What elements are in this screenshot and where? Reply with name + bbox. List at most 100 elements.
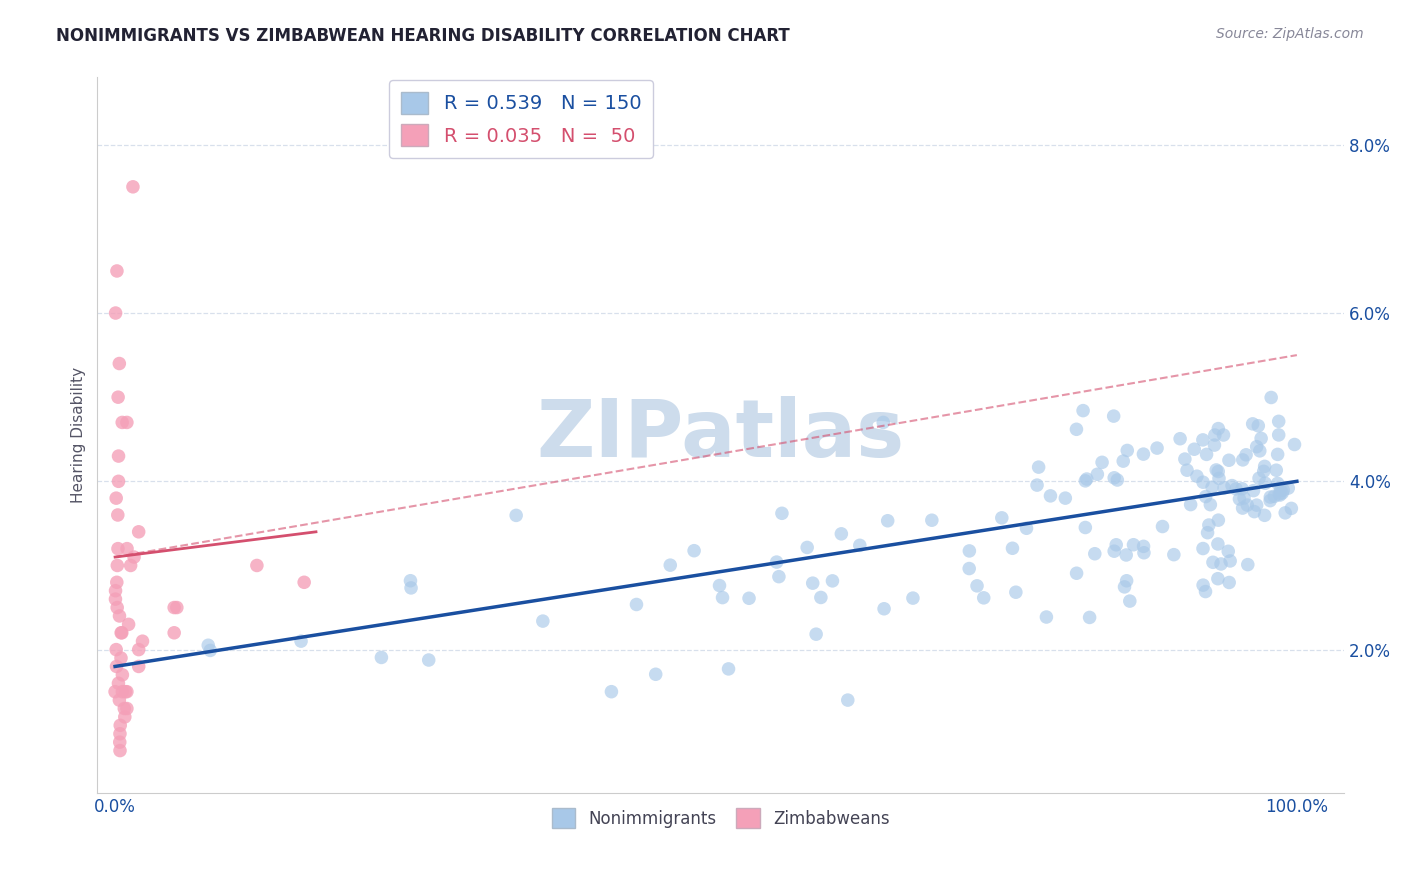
Point [1270, 483, 1292, 498]
Point [1133, 546, 1156, 560]
Point [122, 550, 145, 565]
Point [1243, 483, 1265, 498]
Point [1225, 482, 1247, 496]
Point [1074, 474, 1097, 488]
Point [1054, 491, 1077, 505]
Point [796, 541, 818, 555]
Point [163, 600, 186, 615]
Point [1208, 421, 1230, 435]
Point [108, 743, 131, 757]
Point [1163, 548, 1185, 562]
Point [1250, 431, 1272, 445]
Point [131, 634, 153, 648]
Point [1039, 489, 1062, 503]
Point [1175, 463, 1198, 477]
Point [105, 575, 128, 590]
Point [876, 514, 898, 528]
Point [821, 574, 844, 588]
Point [1218, 453, 1240, 467]
Point [1274, 506, 1296, 520]
Point [105, 264, 128, 278]
Text: ZIPatlas: ZIPatlas [537, 396, 905, 474]
Point [1015, 521, 1038, 535]
Point [1201, 480, 1223, 494]
Point [1204, 438, 1226, 452]
Point [1174, 452, 1197, 467]
Point [1192, 433, 1215, 447]
Point [104, 306, 127, 320]
Point [1249, 443, 1271, 458]
Point [105, 642, 128, 657]
Point [659, 558, 682, 573]
Point [1212, 428, 1234, 442]
Point [1206, 572, 1229, 586]
Point [1102, 471, 1125, 485]
Point [1005, 585, 1028, 599]
Point [107, 449, 129, 463]
Point [1267, 414, 1289, 428]
Point [128, 659, 150, 673]
Point [111, 625, 134, 640]
Point [110, 718, 132, 732]
Point [1195, 447, 1218, 461]
Point [1105, 538, 1128, 552]
Point [837, 693, 859, 707]
Point [107, 390, 129, 404]
Point [107, 475, 129, 489]
Point [1234, 448, 1257, 462]
Point [1268, 487, 1291, 501]
Point [104, 583, 127, 598]
Point [901, 591, 924, 606]
Point [1260, 490, 1282, 504]
Point [111, 684, 134, 698]
Point [104, 592, 127, 607]
Point [110, 625, 132, 640]
Legend: Nonimmigrants, Zimbabweans: Nonimmigrants, Zimbabweans [546, 802, 897, 834]
Point [1277, 481, 1299, 495]
Point [1253, 508, 1275, 523]
Point [1208, 471, 1230, 485]
Point [1091, 455, 1114, 469]
Point [120, 558, 142, 573]
Point [966, 579, 988, 593]
Point [111, 416, 134, 430]
Point [114, 710, 136, 724]
Point [1254, 476, 1277, 491]
Point [1258, 493, 1281, 508]
Point [1199, 498, 1222, 512]
Point [1107, 473, 1129, 487]
Point [957, 544, 980, 558]
Point [600, 684, 623, 698]
Point [1028, 460, 1050, 475]
Point [104, 684, 127, 698]
Point [166, 600, 188, 615]
Point [1115, 574, 1137, 588]
Point [399, 574, 422, 588]
Point [1084, 547, 1107, 561]
Point [1168, 432, 1191, 446]
Point [1218, 544, 1240, 558]
Point [370, 650, 392, 665]
Point [711, 591, 734, 605]
Point [110, 651, 132, 665]
Point [292, 575, 315, 590]
Point [1279, 501, 1302, 516]
Point [115, 541, 138, 556]
Point [1209, 557, 1232, 571]
Point [1102, 544, 1125, 558]
Point [1197, 525, 1219, 540]
Point [765, 555, 787, 569]
Point [1247, 471, 1270, 485]
Point [991, 511, 1014, 525]
Point [1236, 558, 1258, 572]
Point [1272, 483, 1295, 497]
Point [873, 601, 896, 615]
Text: Source: ZipAtlas.com: Source: ZipAtlas.com [1216, 27, 1364, 41]
Point [1195, 490, 1218, 504]
Point [105, 659, 128, 673]
Point [290, 634, 312, 648]
Point [717, 662, 740, 676]
Point [1265, 463, 1288, 477]
Text: NONIMMIGRANTS VS ZIMBABWEAN HEARING DISABILITY CORRELATION CHART: NONIMMIGRANTS VS ZIMBABWEAN HEARING DISA… [56, 27, 790, 45]
Point [1233, 491, 1256, 505]
